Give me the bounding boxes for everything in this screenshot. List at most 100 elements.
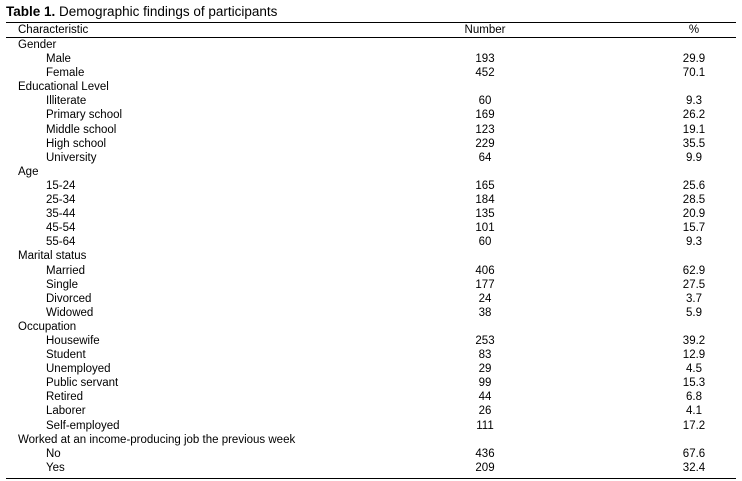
- cell-number: 165: [475, 179, 495, 192]
- table-row: Divorced 24 3.7: [6, 292, 736, 306]
- table-header-row: Characteristic Number %: [6, 23, 736, 37]
- table-row: No 436 67.6: [6, 447, 736, 461]
- table-row: Laborer 26 4.1: [6, 404, 736, 418]
- table-row: Widowed 38 5.9: [6, 306, 736, 320]
- table-row: 55-64 60 9.3: [6, 235, 736, 249]
- row-label: Female: [46, 67, 85, 80]
- group-label: Educational Level: [18, 81, 109, 94]
- table-group-row: Educational Level: [6, 80, 736, 94]
- cell-percent: 9.9: [686, 151, 702, 164]
- table-row: 35-44 135 20.9: [6, 207, 736, 221]
- table-row: 45-54 101 15.7: [6, 221, 736, 235]
- cell-percent: 3.7: [686, 292, 702, 305]
- table-group-row: Age: [6, 165, 736, 179]
- cell-number: 209: [475, 461, 495, 474]
- row-label: University: [46, 151, 97, 164]
- cell-percent: 62.9: [682, 264, 706, 277]
- row-label: Widowed: [46, 306, 94, 319]
- table-row: Housewife 253 39.2: [6, 334, 736, 348]
- cell-number: 177: [475, 278, 495, 291]
- cell-percent: 70.1: [682, 67, 706, 80]
- table-row: Student 83 12.9: [6, 348, 736, 362]
- cell-number: 184: [475, 194, 495, 207]
- cell-number: 229: [475, 137, 495, 150]
- cell-percent: 15.3: [682, 377, 706, 390]
- row-label: Married: [46, 264, 85, 277]
- group-label: Marital status: [18, 250, 87, 263]
- cell-number: 24: [478, 292, 492, 305]
- table-row: Married 406 62.9: [6, 264, 736, 278]
- cell-number: 406: [475, 264, 495, 277]
- row-label: 45-54: [46, 222, 76, 235]
- table-caption-label: Table 1.: [6, 4, 56, 19]
- row-label: Yes: [46, 461, 65, 474]
- cell-number: 101: [475, 222, 495, 235]
- row-label: No: [46, 447, 61, 460]
- cell-number: 60: [478, 236, 492, 249]
- cell-percent: 4.5: [686, 363, 702, 376]
- cell-percent: 27.5: [682, 278, 706, 291]
- column-header-number: Number: [464, 24, 506, 36]
- table-row: Retired 44 6.8: [6, 390, 736, 404]
- group-label: Gender: [18, 39, 57, 51]
- cell-number: 29: [478, 363, 492, 376]
- cell-number: 436: [475, 447, 495, 460]
- column-header-characteristic: Characteristic: [18, 24, 89, 36]
- group-label: Worked at an income-producing job the pr…: [18, 433, 296, 446]
- cell-number: 452: [475, 67, 495, 80]
- table-row: Middle school 123 19.1: [6, 123, 736, 137]
- cell-number: 253: [475, 334, 495, 347]
- table-group-row: Occupation: [6, 320, 736, 334]
- table-row: University 64 9.9: [6, 151, 736, 165]
- row-label: 35-44: [46, 208, 76, 221]
- cell-percent: 17.2: [682, 419, 706, 432]
- cell-percent: 6.8: [686, 391, 702, 404]
- row-label: 25-34: [46, 194, 76, 207]
- table-row: Female 452 70.1: [6, 66, 736, 80]
- demographics-table: Characteristic Number % Gender Male 193 29.…: [6, 23, 736, 475]
- row-label: Retired: [46, 391, 84, 404]
- table-row: Self-employed 111 17.2: [6, 419, 736, 433]
- table-group-row: Marital status: [6, 249, 736, 263]
- cell-percent: 12.9: [682, 349, 706, 362]
- table-row: Primary school 169 26.2: [6, 108, 736, 122]
- cell-percent: 4.1: [686, 405, 702, 418]
- table-caption-title: Demographic findings of participants: [59, 4, 278, 19]
- cell-number: 38: [478, 306, 492, 319]
- cell-percent: 9.3: [686, 236, 702, 249]
- group-label: Occupation: [18, 320, 77, 333]
- cell-percent: 15.7: [682, 222, 706, 235]
- cell-percent: 19.1: [682, 123, 706, 136]
- cell-number: 169: [475, 109, 495, 122]
- row-label: Laborer: [46, 405, 86, 418]
- table-caption: Table 1. Demographic findings of partici…: [6, 3, 277, 20]
- cell-percent: 29.9: [682, 53, 706, 66]
- row-label: 55-64: [46, 236, 76, 249]
- cell-percent: 9.3: [686, 95, 702, 108]
- cell-percent: 32.4: [682, 461, 706, 474]
- row-label: Male: [46, 53, 71, 66]
- cell-percent: 39.2: [682, 334, 706, 347]
- table-body: Gender Male 193 29.9 Female 452 70.1 Educationa…: [6, 38, 736, 475]
- row-label: Student: [46, 349, 86, 362]
- table-group-row: Worked at an income-producing job the pr…: [6, 433, 736, 447]
- table-bottom-rule: [6, 478, 736, 479]
- cell-number: 44: [478, 391, 492, 404]
- table-row: 15-24 165 25.6: [6, 179, 736, 193]
- table-row: Public servant 99 15.3: [6, 376, 736, 390]
- table-row: Illiterate 60 9.3: [6, 94, 736, 108]
- row-label: 15-24: [46, 179, 76, 192]
- table-top-rule: [6, 22, 736, 23]
- row-label: Housewife: [46, 334, 100, 347]
- table-row: Male 193 29.9: [6, 52, 736, 66]
- cell-percent: 67.6: [682, 447, 706, 460]
- table-row: 25-34 184 28.5: [6, 193, 736, 207]
- table-group-row: Gender: [6, 38, 736, 52]
- column-header-percent: %: [688, 24, 700, 36]
- row-label: Middle school: [46, 123, 117, 136]
- table-header-rule: [6, 37, 736, 38]
- row-label: Self-employed: [46, 419, 120, 432]
- cell-percent: 20.9: [682, 208, 706, 221]
- table-row: Yes 209 32.4: [6, 461, 736, 475]
- cell-number: 83: [478, 349, 492, 362]
